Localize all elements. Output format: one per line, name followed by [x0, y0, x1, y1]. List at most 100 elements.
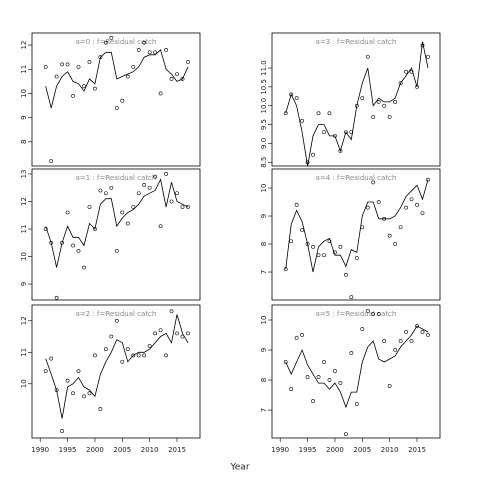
point — [186, 331, 190, 336]
y-tick-label: 10 — [20, 252, 28, 261]
point — [294, 336, 299, 340]
point — [420, 330, 425, 334]
y-tick-label: 10.0 — [260, 98, 268, 114]
point — [404, 69, 408, 74]
point — [158, 328, 163, 333]
y-tick-label: 7 — [260, 408, 268, 412]
point — [327, 378, 332, 382]
point — [322, 360, 326, 364]
point — [311, 399, 315, 403]
point — [87, 391, 92, 396]
y-tick-label: 9 — [260, 214, 268, 218]
point — [365, 54, 370, 59]
point — [54, 388, 59, 392]
point — [333, 369, 337, 373]
point — [114, 106, 119, 110]
y-tick-label: 9 — [20, 115, 28, 119]
x-axis-label: Year — [229, 463, 249, 473]
point — [360, 327, 365, 331]
panel-frame — [31, 32, 201, 167]
point — [300, 333, 304, 337]
point — [114, 249, 119, 253]
x-tick-label: 2005 — [353, 446, 371, 454]
point — [316, 253, 321, 258]
point — [43, 369, 48, 374]
y-tick-label: 12 — [20, 197, 28, 206]
point — [305, 242, 310, 246]
fitted-line — [285, 179, 429, 273]
point — [371, 115, 376, 119]
y-tick-label: 11 — [20, 225, 28, 234]
point — [311, 244, 315, 249]
y-tick-label: 10.5 — [260, 79, 268, 95]
point — [398, 81, 403, 86]
point — [316, 111, 321, 116]
point — [338, 149, 343, 153]
x-tick-label: 1995 — [299, 446, 317, 454]
point — [371, 312, 376, 316]
point — [136, 353, 141, 358]
point — [164, 172, 168, 176]
point — [60, 429, 64, 433]
x-tick-label: 1990 — [271, 446, 289, 454]
y-tick-label: 7 — [260, 270, 268, 274]
point — [125, 74, 130, 79]
point — [76, 369, 81, 374]
point — [131, 205, 136, 209]
point — [65, 378, 70, 383]
point — [98, 188, 103, 193]
point — [354, 256, 359, 260]
y-tick-label: 13 — [20, 169, 28, 178]
point — [409, 339, 414, 343]
point — [169, 199, 174, 204]
point — [420, 211, 425, 216]
x-tick-label: 2005 — [113, 446, 131, 454]
point — [65, 62, 70, 67]
point — [186, 60, 190, 64]
point — [327, 239, 332, 244]
y-tick-label: 8 — [260, 242, 268, 246]
point — [289, 239, 294, 244]
point — [343, 130, 348, 134]
panel-frame — [271, 304, 441, 439]
point — [142, 353, 147, 358]
point — [153, 331, 158, 336]
y-tick-label: 8 — [20, 140, 28, 144]
point — [354, 103, 359, 108]
panel-title: a=0 : f=Residual catch — [76, 38, 157, 46]
point — [98, 55, 103, 60]
point — [404, 330, 408, 334]
point — [338, 381, 343, 385]
point — [153, 50, 158, 55]
point — [349, 130, 354, 134]
y-tick-label: 9 — [260, 348, 268, 352]
point — [382, 103, 387, 108]
fitted-line — [285, 325, 429, 409]
point — [142, 183, 147, 187]
x-tick-label: 2000 — [86, 446, 104, 454]
point — [164, 353, 168, 358]
point — [404, 205, 408, 210]
point — [387, 384, 392, 388]
point — [289, 387, 294, 391]
point — [103, 40, 108, 45]
y-tick-label: 12 — [20, 41, 28, 50]
point — [409, 69, 414, 74]
point — [49, 240, 54, 245]
point — [343, 432, 348, 436]
point — [420, 43, 425, 48]
point — [343, 272, 348, 277]
point — [76, 249, 81, 253]
point — [71, 243, 75, 248]
point — [147, 344, 152, 348]
point — [338, 244, 343, 249]
point — [120, 359, 125, 364]
x-tick-label: 2010 — [381, 446, 399, 454]
x-tick-label: 1995 — [59, 446, 77, 454]
point — [98, 407, 103, 411]
point — [136, 48, 141, 52]
point — [180, 334, 185, 339]
point — [82, 394, 86, 399]
panel-frame — [31, 168, 201, 301]
point — [283, 111, 288, 116]
